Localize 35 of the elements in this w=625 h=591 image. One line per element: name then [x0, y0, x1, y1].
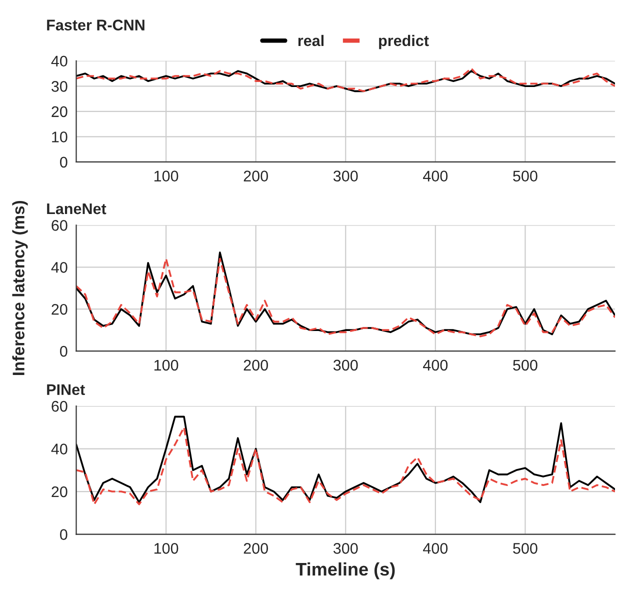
legend-label: predict [379, 34, 429, 50]
x-tick-label: 100 [154, 170, 178, 182]
y-tick-label: 20 [52, 106, 68, 118]
x-tick-label: 400 [423, 360, 448, 371]
y-tick-label: 10 [52, 132, 68, 142]
x-tick-label: 300 [333, 360, 358, 371]
legend-label: real [298, 34, 324, 46]
x-tick-label: 400 [423, 170, 448, 182]
y-tick-label: 30 [52, 81, 68, 92]
x-tick-label: 500 [513, 360, 538, 371]
y-tick-label: 40 [51, 444, 68, 454]
y-axis-title: Inference latency (ms) [12, 200, 28, 375]
y-tick-label: 20 [52, 486, 68, 498]
y-tick-label: 60 [52, 220, 68, 231]
x-tick-label: 200 [244, 170, 268, 182]
x-tick-label: 100 [154, 360, 178, 371]
x-tick-label: 500 [513, 543, 538, 554]
x-tick-label: 300 [333, 543, 358, 554]
y-tick-label: 0 [60, 346, 68, 357]
chart-title: Faster R-CNN [47, 20, 144, 30]
x-tick-label: 300 [333, 170, 358, 182]
chart-title: LaneNet [47, 204, 106, 214]
x-tick-label: 100 [154, 543, 178, 554]
x-tick-label: 200 [244, 543, 268, 554]
y-tick-label: 40 [51, 56, 68, 67]
chart-title: PINet [47, 384, 85, 396]
y-tick-label: 20 [52, 304, 68, 315]
y-tick-label: 0 [60, 529, 68, 540]
x-axis-title: Timeline (s) [296, 562, 395, 580]
y-tick-label: 60 [52, 400, 68, 412]
x-tick-label: 400 [423, 543, 448, 554]
y-tick-label: 0 [60, 156, 68, 168]
x-tick-label: 500 [513, 170, 538, 182]
y-tick-label: 40 [51, 262, 68, 273]
x-tick-label: 200 [244, 360, 268, 371]
